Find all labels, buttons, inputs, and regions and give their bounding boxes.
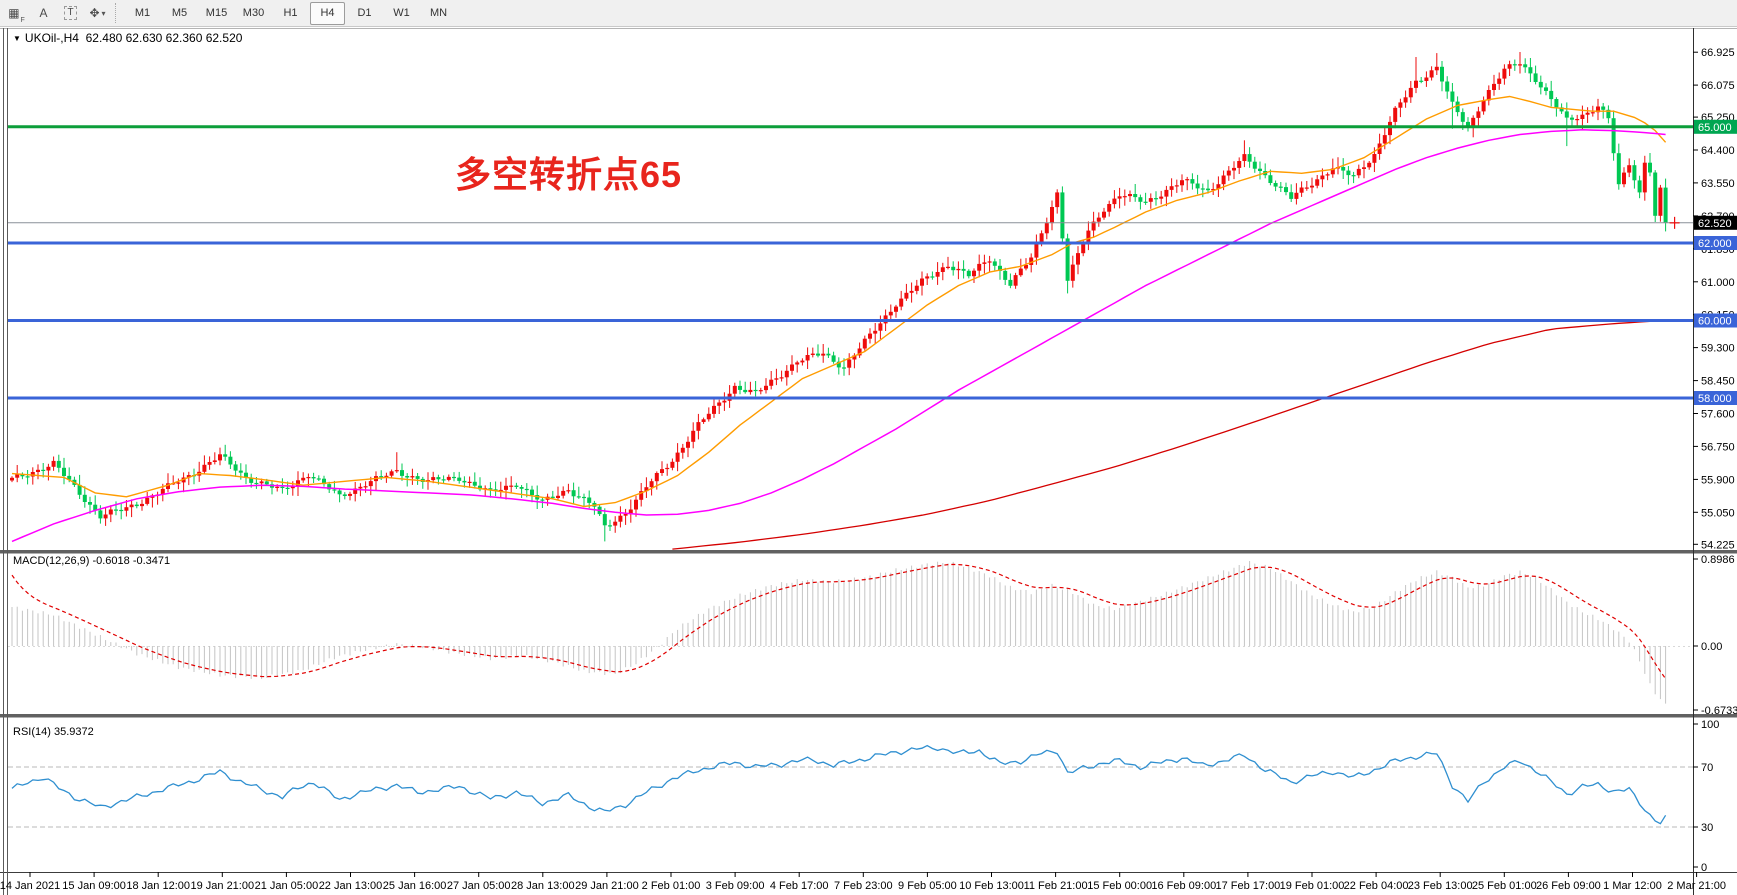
timeframe-m30-button[interactable]: M30 (242, 7, 265, 19)
axis-label-65.000: 65.000 (1694, 119, 1737, 134)
svg-text:65.000: 65.000 (1698, 122, 1732, 134)
svg-text:62.520: 62.520 (1698, 218, 1732, 230)
ma-slow-red (672, 320, 1661, 550)
axis-label-58.000: 58.000 (1694, 391, 1737, 405)
svg-text:18 Jan 12:00: 18 Jan 12:00 (126, 880, 190, 892)
chevron-down-icon[interactable]: ▼ (13, 34, 21, 43)
axis-label-62.000: 62.000 (1694, 236, 1737, 250)
cursor-mode-icon: ✥ (89, 6, 100, 20)
svg-text:16 Feb 09:00: 16 Feb 09:00 (1151, 880, 1216, 892)
svg-text:19 Jan 21:00: 19 Jan 21:00 (190, 880, 254, 892)
svg-text:57.600: 57.600 (1701, 409, 1735, 421)
svg-text:0.00: 0.00 (1701, 641, 1722, 653)
svg-text:56.750: 56.750 (1701, 441, 1735, 453)
timeframe-h1-button[interactable]: H1 (283, 7, 298, 19)
svg-text:29 Jan 21:00: 29 Jan 21:00 (575, 880, 639, 892)
tool-label-a-button[interactable]: A (31, 2, 56, 25)
svg-text:25 Feb 01:00: 25 Feb 01:00 (1472, 880, 1537, 892)
timeframe-w1-button[interactable]: W1 (393, 7, 410, 19)
svg-text:-0.6733: -0.6733 (1701, 705, 1737, 717)
svg-text:21 Jan 05:00: 21 Jan 05:00 (255, 880, 319, 892)
svg-text:66.075: 66.075 (1701, 80, 1735, 92)
svg-text:11 Feb 21:00: 11 Feb 21:00 (1024, 880, 1088, 892)
svg-text:0.8986: 0.8986 (1701, 554, 1735, 566)
macd-histogram (11, 561, 1667, 704)
timeframe-m15-button[interactable]: M15 (205, 7, 228, 19)
svg-text:7 Feb 23:00: 7 Feb 23:00 (834, 880, 893, 892)
timeframe-m1-button[interactable]: M1 (134, 7, 151, 19)
ma-mid-magenta (11, 129, 1666, 543)
rsi-indicator-label: RSI(14) 35.9372 (13, 726, 94, 738)
svg-text:22 Feb 04:00: 22 Feb 04:00 (1344, 880, 1409, 892)
svg-text:63.550: 63.550 (1701, 178, 1735, 190)
svg-text:10 Feb 13:00: 10 Feb 13:00 (959, 880, 1024, 892)
svg-text:4 Feb 17:00: 4 Feb 17:00 (770, 880, 829, 892)
tool-grid-f-button[interactable]: ▦ F (8, 6, 25, 24)
svg-text:25 Jan 16:00: 25 Jan 16:00 (383, 880, 447, 892)
tool-text-t-button[interactable]: T (58, 2, 83, 25)
pane-splitter-macd-rsi (0, 714, 1737, 718)
svg-text:58.450: 58.450 (1701, 376, 1735, 388)
svg-text:0: 0 (1701, 862, 1707, 874)
svg-text:58.000: 58.000 (1698, 393, 1732, 405)
svg-text:22 Jan 13:00: 22 Jan 13:00 (319, 880, 383, 892)
timeframe-d1-button[interactable]: D1 (357, 7, 372, 19)
dropdown-caret-icon[interactable]: ▾ (101, 8, 106, 18)
svg-text:9 Feb 05:00: 9 Feb 05:00 (898, 880, 957, 892)
rsi-line (11, 744, 1667, 825)
ma-fast-orange (11, 95, 1667, 508)
svg-text:100: 100 (1701, 719, 1719, 731)
price-pointer-cross (1669, 216, 1680, 229)
pane-splitter-main-macd (0, 550, 1737, 554)
svg-text:1 Mar 12:00: 1 Mar 12:00 (1603, 880, 1662, 892)
symbol-ohlc-text: UKOil-,H4 62.480 62.630 62.360 62.520 (24, 31, 243, 45)
axis-label-current-price: 62.520 (1694, 215, 1737, 230)
svg-text:54.225: 54.225 (1701, 539, 1735, 551)
text-label-icon: A (39, 6, 48, 20)
text-box-icon: T (64, 6, 77, 20)
svg-text:2 Mar 21:00: 2 Mar 21:00 (1667, 880, 1726, 892)
svg-text:61.000: 61.000 (1701, 277, 1735, 289)
svg-text:27 Jan 05:00: 27 Jan 05:00 (447, 880, 511, 892)
toolbar: ▦ F A T ✥ ▾ M1 M5 M15 M30 H1 H4 D1 W1 MN (0, 0, 1737, 27)
svg-text:3 Feb 09:00: 3 Feb 09:00 (706, 880, 765, 892)
timeframe-m5-button[interactable]: M5 (171, 7, 188, 19)
svg-text:23 Feb 13:00: 23 Feb 13:00 (1408, 880, 1473, 892)
macd-indicator-label: MACD(12,26,9) -0.6018 -0.3471 (13, 555, 171, 567)
svg-text:26 Feb 09:00: 26 Feb 09:00 (1536, 880, 1601, 892)
timeframe-mn-button[interactable]: MN (429, 7, 448, 19)
svg-text:15 Jan 09:00: 15 Jan 09:00 (62, 880, 126, 892)
svg-text:19 Feb 01:00: 19 Feb 01:00 (1280, 880, 1345, 892)
time-axis[interactable]: 14 Jan 2021 15 Jan 09:00 18 Jan 12:00 19 Ja… (0, 872, 1726, 892)
svg-text:14 Jan 2021: 14 Jan 2021 (0, 880, 60, 892)
svg-text:28 Jan 13:00: 28 Jan 13:00 (511, 880, 575, 892)
rsi-axis-ticks: 100 70 30 0 (1693, 719, 1719, 874)
svg-text:55.050: 55.050 (1701, 507, 1735, 519)
macd-axis-ticks: 0.8986 0.00 -0.6733 (1693, 554, 1737, 717)
svg-text:15 Feb 00:00: 15 Feb 00:00 (1087, 880, 1152, 892)
svg-text:55.900: 55.900 (1701, 474, 1735, 486)
svg-text:17 Feb 17:00: 17 Feb 17:00 (1215, 880, 1280, 892)
svg-text:2 Feb 01:00: 2 Feb 01:00 (642, 880, 701, 892)
svg-text:60.000: 60.000 (1698, 316, 1732, 328)
svg-text:30: 30 (1701, 822, 1713, 834)
svg-text:62.000: 62.000 (1698, 238, 1732, 250)
symbol-ohlc-label: ▼ UKOil-,H4 62.480 62.630 62.360 62.520 (13, 31, 242, 45)
timeframe-h4-button[interactable]: H4 (310, 1, 345, 25)
svg-text:64.400: 64.400 (1701, 145, 1735, 157)
svg-text:70: 70 (1701, 762, 1713, 774)
svg-text:59.300: 59.300 (1701, 343, 1735, 355)
axis-label-60.000: 60.000 (1694, 313, 1737, 328)
tool-cursor-button[interactable]: ✥ ▾ (85, 2, 110, 25)
grid-f-icon: ▦ (8, 6, 20, 20)
svg-text:66.925: 66.925 (1701, 47, 1735, 59)
toolbar-separator (115, 3, 120, 23)
chart-annotation-text: 多空转折点65 (455, 154, 683, 195)
